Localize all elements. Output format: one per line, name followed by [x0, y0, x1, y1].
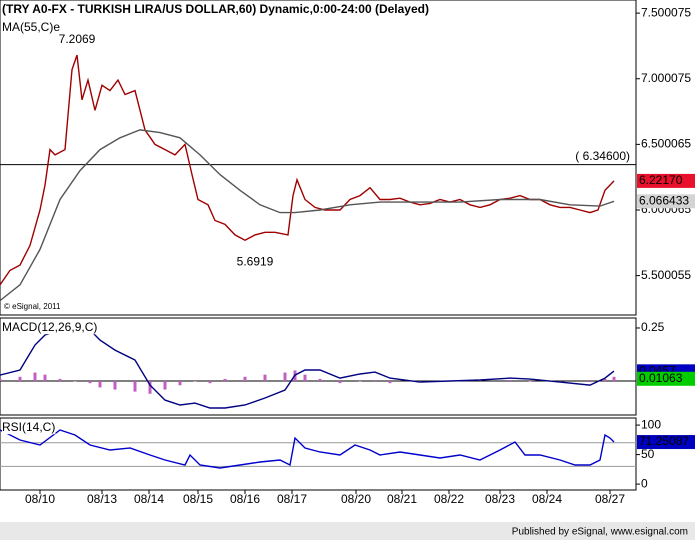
x-tick-label: 08/14 — [134, 492, 164, 506]
price-tag-label: 6.066433 — [639, 193, 689, 207]
series-line — [0, 54, 615, 286]
y-tick-label: 0.25 — [641, 320, 665, 334]
title-background — [2, 420, 56, 435]
histogram-bar — [243, 376, 247, 382]
footer-bar — [0, 522, 695, 540]
x-tick-label: 08/10 — [25, 492, 55, 506]
legend-entry: MA(55,C)e — [2, 20, 60, 34]
x-tick-label: 08/27 — [595, 492, 625, 506]
x-tick-label: 08/15 — [183, 492, 213, 506]
x-tick-label: 08/21 — [387, 492, 417, 506]
histogram-bar — [283, 372, 287, 382]
histogram-bar — [208, 381, 212, 384]
histogram-bar — [612, 376, 616, 382]
y-tick-label: 6.500065 — [641, 137, 691, 151]
histogram-bar — [133, 381, 137, 392]
histogram-bar — [58, 378, 62, 382]
histogram-bar — [148, 381, 152, 394]
x-tick-label: 08/20 — [341, 492, 371, 506]
y-tick-label: 7.500075 — [641, 5, 691, 19]
x-tick-label: 08/23 — [485, 492, 515, 506]
series-line — [0, 129, 615, 302]
histogram-bar — [358, 381, 362, 382]
reference-label: ( 6.34600) — [575, 149, 630, 163]
y-tick-label: 100 — [641, 417, 661, 431]
x-tick-label: 08/16 — [230, 492, 260, 506]
price-tag — [637, 371, 695, 386]
histogram-bar — [373, 379, 377, 382]
x-tick-label: 08/24 — [532, 492, 562, 506]
watermark: © eSignal, 2011 — [4, 302, 61, 311]
panel-title: (TRY A0-FX - TURKISH LIRA/US DOLLAR,60) … — [2, 2, 429, 16]
y-tick-label: 5.500055 — [641, 268, 691, 282]
panel-frame — [0, 0, 637, 316]
histogram-bar — [588, 381, 592, 383]
histogram-bar — [223, 378, 227, 382]
title-background — [2, 320, 98, 335]
x-tick-label: 08/22 — [434, 492, 464, 506]
histogram-bar — [178, 381, 182, 386]
price-tag — [637, 173, 695, 188]
x-tick-label: 08/13 — [87, 492, 117, 506]
histogram-bar — [508, 379, 512, 382]
price-tag-label: 71.25087 — [639, 434, 689, 448]
panel-title: MACD(12,26,9,C) — [2, 320, 97, 334]
footer: Published by eSignal, www.esignal.com — [512, 527, 688, 538]
price-tag — [637, 194, 695, 209]
y-tick-label: 7.000075 — [641, 71, 691, 85]
panel-frame — [0, 417, 637, 491]
histogram-bar — [113, 381, 117, 390]
histogram-bar — [43, 374, 47, 382]
legend-background — [2, 20, 61, 35]
annotation: 7.2069 — [59, 32, 96, 46]
histogram-bar — [303, 374, 307, 382]
title-background — [2, 2, 418, 17]
x-tick-label: 08/17 — [277, 492, 307, 506]
price-tag-label: 6.22170 — [639, 173, 683, 187]
histogram-bar — [0, 378, 2, 382]
histogram-bar — [193, 381, 197, 382]
histogram-bar — [528, 381, 532, 382]
series-line — [0, 429, 615, 469]
price-tag — [637, 435, 695, 450]
panel-frame — [0, 317, 637, 416]
histogram-bar — [603, 378, 607, 382]
histogram-bar — [88, 381, 92, 384]
histogram-bar — [263, 374, 267, 382]
histogram-bar — [18, 376, 22, 382]
histogram-bar — [33, 372, 37, 382]
histogram-bar — [318, 378, 322, 382]
histogram-bar — [338, 381, 342, 384]
histogram-bar — [163, 381, 167, 390]
histogram-bar — [98, 381, 102, 388]
y-tick-label: 0 — [641, 476, 648, 490]
annotation: 5.6919 — [237, 255, 274, 269]
panel-title: RSI(14,C) — [2, 420, 55, 434]
histogram-bar — [388, 381, 392, 384]
price-tag-label: 0.01063 — [639, 371, 683, 385]
histogram-bar — [73, 381, 77, 382]
y-tick-label: 50 — [641, 447, 655, 461]
